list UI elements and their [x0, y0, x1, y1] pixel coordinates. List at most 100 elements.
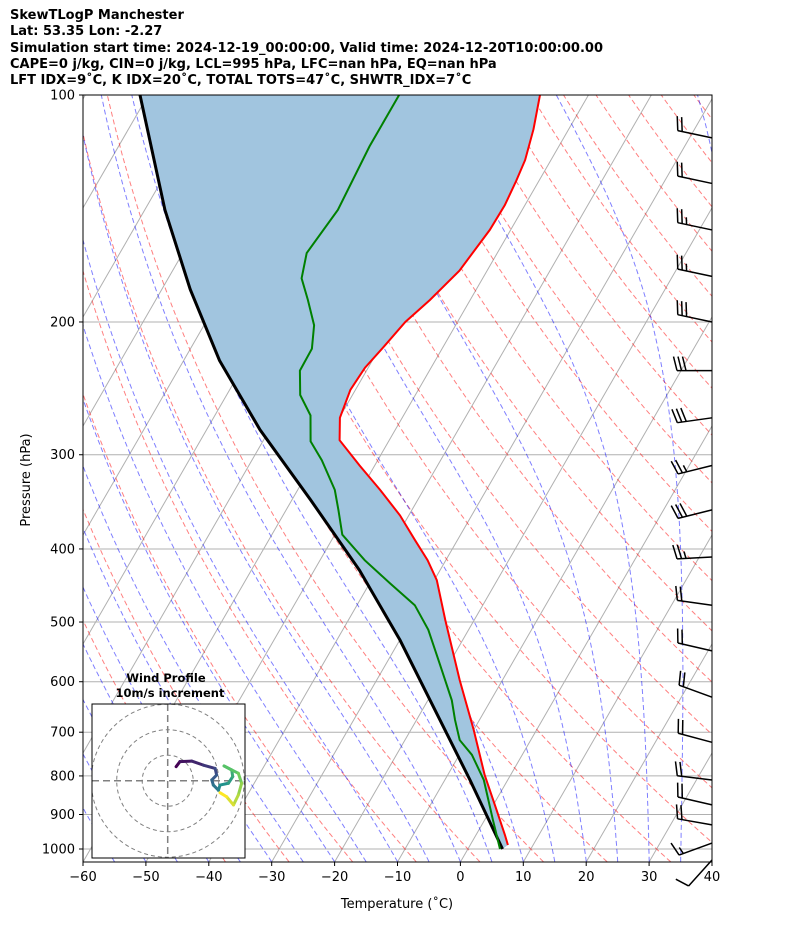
x-tick-label: −30 — [258, 870, 285, 885]
hodograph-segment — [178, 759, 194, 764]
hodograph-segment — [190, 759, 205, 767]
y-tick-label: 900 — [50, 808, 75, 823]
y-axis-label: Pressure (hPa) — [19, 433, 34, 526]
y-tick-label: 100 — [50, 89, 75, 104]
dry-adiabat-line — [726, 95, 794, 862]
x-tick-label: 0 — [456, 870, 464, 885]
y-tick-label: 500 — [50, 616, 75, 631]
moist-adiabat-line — [744, 95, 794, 862]
wind-barb — [676, 300, 713, 323]
hodograph-segment — [236, 771, 244, 785]
hodograph-frame — [91, 703, 246, 859]
moist-adiabat-line — [83, 132, 430, 862]
cin-shaded-area — [140, 95, 540, 849]
wind-barb — [674, 761, 713, 781]
moist-adiabat-line — [697, 95, 712, 862]
dewpoint-line — [298, 95, 501, 850]
hodograph-segment — [218, 791, 229, 799]
x-tick-label: −10 — [384, 870, 411, 885]
moist-adiabat-line — [431, 95, 650, 862]
wind-barb — [675, 585, 713, 606]
wind-barb — [676, 254, 713, 278]
moist-adiabat-line — [555, 95, 684, 862]
wind-barb — [670, 459, 713, 475]
wind-barb — [676, 208, 713, 231]
moist-adiabat-line — [83, 642, 210, 862]
profiles — [138, 95, 541, 850]
moist-adiabat-line — [83, 860, 84, 862]
parcel-profile-line — [138, 95, 504, 850]
dry-adiabat-line — [563, 95, 712, 298]
dry-adiabat-line — [83, 392, 353, 862]
wind-barb — [676, 782, 713, 806]
wind-barb — [675, 859, 713, 887]
wind-barb — [676, 628, 713, 652]
y-tick-label: 700 — [50, 726, 75, 741]
hodograph-segment — [201, 763, 217, 770]
x-tick-label: −20 — [321, 870, 348, 885]
isotherm-line — [83, 95, 212, 318]
isotherm-line — [585, 642, 712, 862]
isotherm-line — [334, 206, 712, 862]
moist-adiabat-line — [131, 95, 493, 862]
moist-adiabat-line — [83, 238, 399, 862]
moist-adiabat-line — [211, 95, 556, 862]
isotherm-line — [83, 95, 86, 100]
dry-adiabat-line — [302, 95, 712, 683]
x-tick-label: −40 — [195, 870, 222, 885]
dry-adiabat-line — [759, 95, 794, 862]
wind-barb — [671, 407, 713, 424]
title-indices-stability: LFT IDX=9˚C, K IDX=20˚C, TOTAL TOTS=47˚C… — [10, 73, 472, 89]
dry-adiabat-line — [237, 95, 712, 789]
isotherm-line — [522, 533, 712, 862]
title-indices-cape: CAPE=0 j/kg, CIN=0 j/kg, LCL=995 hPa, LF… — [10, 56, 497, 72]
wind-barb — [672, 544, 713, 560]
moist-adiabat-line — [267, 95, 587, 862]
title-times: Simulation start time: 2024-12-19_00:00:… — [10, 40, 603, 56]
wind-barb — [676, 116, 713, 139]
y-tick-label: 400 — [50, 542, 75, 557]
moist-adiabat-line — [83, 397, 336, 862]
wind-barb — [678, 670, 713, 698]
chart-title: SkewTLogP Manchester Lat: 53.35 Lon: -2.… — [10, 8, 603, 89]
hodograph-title: Wind Profile — [126, 671, 206, 685]
dry-adiabat-line — [83, 508, 290, 862]
hodograph-segment — [222, 764, 240, 775]
x-tick-label: 20 — [578, 870, 595, 885]
wind-barb — [676, 161, 713, 185]
dry-adiabat-line — [595, 95, 712, 252]
title-location: Lat: 53.35 Lon: -2.27 — [10, 24, 163, 40]
y-tick-label: 600 — [50, 675, 75, 690]
wind-barb — [670, 503, 713, 520]
dry-adiabat-line — [465, 95, 712, 436]
wind-barbs — [670, 116, 713, 887]
wind-barb — [670, 842, 713, 856]
y-tick-label: 1000 — [42, 843, 75, 858]
wind-barb — [677, 718, 713, 744]
x-axis-label: Temperature (˚C) — [340, 896, 453, 912]
hodograph-segment — [231, 793, 240, 807]
hodograph-inset: Wind Profile 10m/s increment — [91, 671, 246, 859]
moist-adiabat-line — [100, 95, 461, 862]
wind-barb — [675, 804, 713, 826]
dry-adiabat-line — [497, 95, 712, 389]
hodograph-segment — [225, 795, 235, 807]
y-tick-label: 300 — [50, 448, 75, 463]
moist-adiabat-line — [83, 323, 367, 862]
y-tick-label: 800 — [50, 769, 75, 784]
dry-adiabat-line — [83, 269, 417, 862]
axes: −60 −50 −40 −30 −20 −10 0 10 20 30 40 100 200 300 400 5… — [42, 89, 720, 886]
temperature-line — [338, 95, 541, 846]
dry-adiabat-line — [693, 95, 712, 120]
x-tick-label: −50 — [132, 870, 159, 885]
isotherm-line — [648, 751, 712, 862]
x-tick-label: 40 — [704, 870, 721, 885]
dry-adiabat-line — [204, 95, 712, 844]
y-tick-label: 200 — [50, 315, 75, 330]
title-station: SkewTLogP Manchester — [10, 8, 184, 23]
x-tick-label: 10 — [515, 870, 532, 885]
isotherm-line — [271, 97, 712, 862]
wind-barb — [672, 356, 712, 372]
isotherm-line — [460, 424, 712, 862]
